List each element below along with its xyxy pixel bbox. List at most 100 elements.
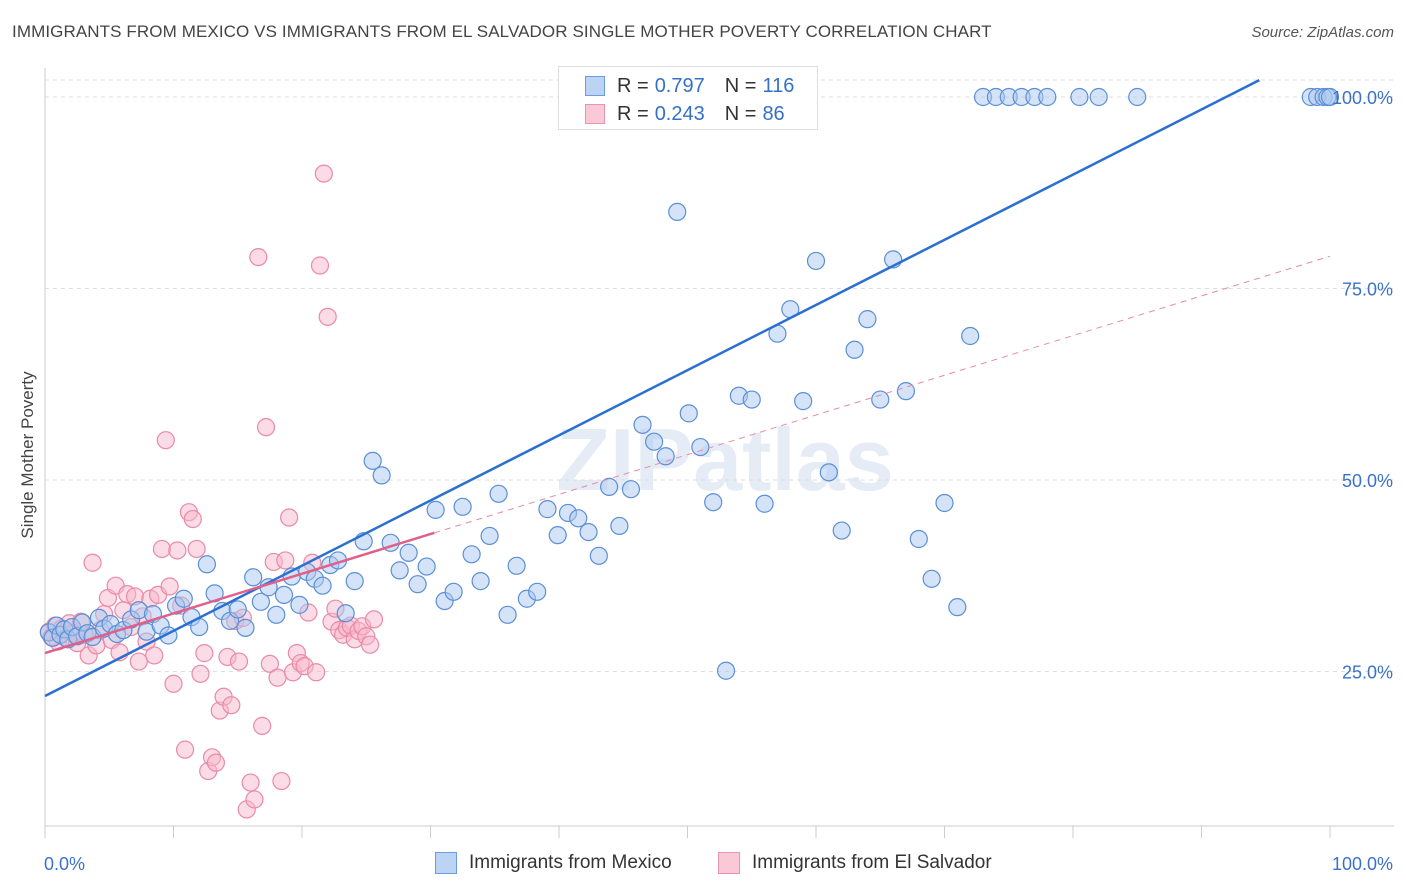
data-point [704, 493, 723, 512]
data-point [251, 592, 270, 611]
trend-layer [44, 79, 1331, 698]
data-point [241, 773, 260, 792]
mexico-trend-line [44, 79, 1260, 698]
data-point [691, 437, 710, 457]
data-point [462, 545, 481, 564]
data-point [471, 572, 490, 591]
salvador-swatch [718, 852, 740, 874]
data-point [948, 598, 967, 617]
data-point [314, 164, 333, 183]
data-point [364, 610, 384, 629]
data-point [245, 790, 264, 809]
legend-label-salvador: Immigrants from El Salvador [752, 852, 992, 873]
data-point [548, 526, 567, 545]
mexico-swatch [585, 76, 605, 96]
data-point [318, 307, 337, 326]
data-point [489, 484, 508, 503]
data-point [600, 477, 619, 496]
y-tick-label: 75.0% [1342, 280, 1393, 300]
data-point [755, 494, 774, 513]
data-point [164, 674, 183, 693]
data-point [229, 652, 249, 671]
data-point [845, 340, 864, 359]
data-point [819, 463, 838, 482]
data-point [276, 551, 295, 570]
data-point [390, 561, 409, 580]
data-point [858, 310, 877, 329]
data-point [249, 247, 268, 267]
data-point [794, 392, 813, 411]
data-point [274, 585, 294, 605]
data-point [268, 668, 287, 687]
data-point [244, 568, 263, 587]
series-legend: Immigrants from Mexico Immigrants from E… [0, 852, 1406, 878]
legend-n-value: 116 [762, 74, 795, 97]
data-point [175, 740, 195, 759]
legend-item-mexico: Immigrants from Mexico [435, 852, 672, 874]
data-point [187, 539, 206, 559]
data-point [896, 382, 916, 401]
data-point [579, 522, 598, 542]
data-point [480, 526, 499, 546]
salvador-trend-line [44, 531, 435, 655]
data-point [444, 582, 463, 601]
data-point [716, 661, 736, 680]
data-point [644, 432, 664, 451]
data-point [832, 521, 851, 540]
data-point [742, 390, 761, 409]
legend-label-mexico: Immigrants from Mexico [469, 852, 672, 873]
data-point [399, 543, 418, 562]
data-point [222, 696, 241, 715]
data-point [656, 447, 675, 466]
y-tick-label: 25.0% [1342, 663, 1393, 683]
legend-n-label: N = [724, 74, 757, 97]
legend-n-label: N = [724, 102, 757, 125]
data-point [345, 572, 364, 591]
correlation-legend: R = 0.797 N = 116 R = 0.243 N = 86 [558, 66, 818, 130]
data-point [1320, 87, 1340, 107]
data-point [538, 500, 557, 519]
y-tick-label: 50.0% [1342, 471, 1393, 491]
data-point [961, 326, 980, 346]
data-point [267, 605, 286, 624]
legend-n-value: 86 [762, 102, 785, 125]
legend-row-mexico: R = 0.797 N = 116 [585, 73, 794, 99]
data-point [145, 646, 164, 665]
data-point [290, 595, 309, 614]
data-point [426, 500, 445, 519]
legend-item-salvador: Immigrants from El Salvador [718, 852, 992, 874]
legend-r-label: R = [617, 74, 649, 97]
data-point [129, 652, 148, 671]
legend-r-label: R = [617, 102, 649, 125]
salvador-points [39, 164, 384, 819]
data-point [253, 716, 272, 735]
data-point [922, 569, 941, 588]
data-point [408, 575, 427, 594]
data-point [260, 654, 279, 673]
data-point [1089, 87, 1108, 107]
data-point [256, 418, 276, 437]
data-point [336, 604, 355, 623]
data-point [569, 509, 588, 528]
data-point [310, 256, 330, 275]
mexico-points [39, 87, 1340, 680]
legend-row-salvador: R = 0.243 N = 86 [585, 101, 785, 127]
data-point [1038, 87, 1057, 107]
data-point [372, 466, 391, 485]
data-point [361, 635, 380, 654]
data-point [453, 497, 472, 516]
data-point [806, 251, 826, 271]
mexico-swatch [435, 852, 457, 874]
data-point [191, 664, 210, 683]
data-point [668, 202, 687, 221]
data-point [307, 663, 326, 682]
data-point [272, 771, 291, 791]
data-point [83, 553, 102, 572]
data-point [871, 390, 890, 409]
data-point [1128, 87, 1147, 107]
source-label: Source: ZipAtlas.com [1251, 24, 1394, 41]
data-point [1070, 87, 1089, 107]
legend-r-value: 0.243 [654, 102, 705, 125]
x-tick-label: 0.0% [44, 854, 85, 874]
